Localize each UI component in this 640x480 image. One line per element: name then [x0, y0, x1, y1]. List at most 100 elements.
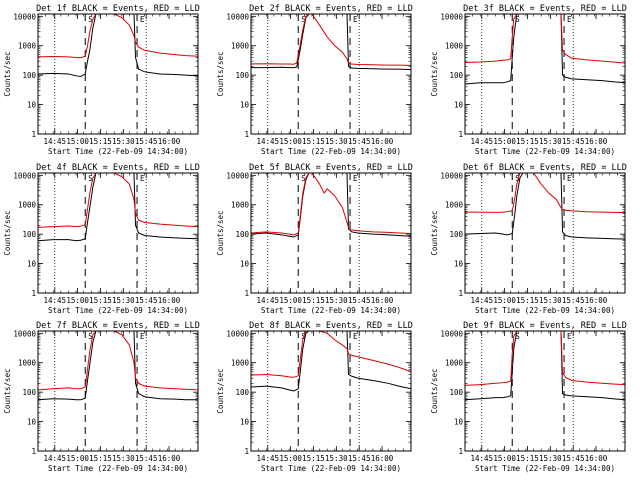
y-tick-label: 1000	[445, 201, 464, 210]
y-tick-label: 1	[458, 289, 463, 298]
end-marker-label: E	[353, 332, 358, 341]
x-tick-label: 15:15	[89, 296, 112, 305]
x-tick-label: 15:15	[302, 296, 325, 305]
x-tick-label: 15:00	[493, 454, 516, 463]
series-events-line	[251, 14, 411, 71]
plot-frame	[464, 13, 626, 135]
y-tick-label: 1000	[445, 42, 464, 51]
x-tick-label: 16:00	[158, 296, 181, 305]
plot-frame	[464, 330, 626, 452]
x-axis-label: Start Time (22-Feb-09 14:34:00)	[48, 306, 188, 315]
x-axis-label: Start Time (22-Feb-09 14:34:00)	[48, 147, 188, 156]
x-tick-label: 16:00	[371, 454, 394, 463]
end-marker-label: E	[567, 174, 572, 183]
series-lld-line	[465, 14, 625, 64]
y-tick-label: 100	[449, 71, 463, 80]
x-tick-label: 16:00	[585, 296, 608, 305]
x-tick-label: 14:45	[43, 137, 66, 146]
series-events-line	[465, 173, 625, 240]
x-tick-label: 15:00	[66, 454, 89, 463]
plot-frame	[250, 330, 412, 452]
plot-frame	[250, 13, 412, 135]
x-tick-label: 15:30	[112, 454, 135, 463]
y-tick-label: 10000	[13, 12, 36, 21]
x-tick-label: 16:00	[371, 137, 394, 146]
y-tick-label: 10	[454, 418, 464, 427]
start-marker-label: S	[301, 15, 306, 24]
series-events-line	[38, 331, 198, 401]
series-events-line	[465, 331, 625, 401]
start-marker-label: S	[88, 15, 93, 24]
x-tick-label: 15:00	[279, 137, 302, 146]
panel-3: Det 3f BLACK = Events, RED = LLD Counts/s…	[430, 4, 627, 156]
y-tick-label: 1000	[18, 359, 37, 368]
panel-7: Det 7f BLACK = Events, RED = LLD Counts/s…	[3, 321, 200, 473]
y-tick-label: 1000	[231, 42, 250, 51]
x-tick-label: 15:30	[325, 137, 348, 146]
series-events-line	[465, 14, 625, 85]
panel-6: Det 6f BLACK = Events, RED = LLD Counts/s…	[430, 163, 627, 315]
series-events-line	[251, 331, 411, 392]
x-tick-label: 15:45	[135, 454, 158, 463]
x-tick-label: 15:15	[89, 137, 112, 146]
panel-title: Det 2f BLACK = Events, RED = LLD	[249, 4, 413, 14]
x-tick-label: 14:45	[470, 454, 493, 463]
y-tick-label: 10000	[13, 171, 36, 180]
x-tick-label: 14:45	[43, 296, 66, 305]
x-tick-label: 15:15	[516, 454, 539, 463]
panel-title: Det 8f BLACK = Events, RED = LLD	[249, 321, 413, 331]
y-axis-label: Counts/sec	[3, 51, 12, 96]
start-marker-label: S	[515, 15, 520, 24]
series-events-line	[251, 173, 411, 238]
x-tick-label: 15:15	[516, 296, 539, 305]
y-tick-label: 10	[240, 101, 250, 110]
x-tick-label: 15:30	[325, 454, 348, 463]
x-tick-label: 15:30	[112, 137, 135, 146]
x-tick-label: 15:15	[516, 137, 539, 146]
x-tick-label: 15:45	[135, 137, 158, 146]
x-tick-label: 15:30	[539, 137, 562, 146]
x-tick-label: 16:00	[585, 454, 608, 463]
y-tick-label: 10	[240, 418, 250, 427]
start-marker-label: S	[515, 332, 520, 341]
panel-8: Det 8f BLACK = Events, RED = LLD Counts/s…	[216, 321, 413, 473]
y-axis-label: Counts/sec	[216, 51, 225, 96]
series-lld-line	[38, 173, 198, 228]
y-tick-label: 100	[449, 388, 463, 397]
y-tick-label: 1	[31, 447, 36, 456]
y-tick-label: 100	[22, 71, 36, 80]
y-tick-label: 10000	[226, 12, 249, 21]
y-tick-label: 10000	[13, 329, 36, 338]
y-axis-label: Counts/sec	[216, 368, 225, 413]
panel-title: Det 4f BLACK = Events, RED = LLD	[36, 163, 200, 173]
x-tick-label: 14:45	[470, 137, 493, 146]
start-marker-label: S	[88, 332, 93, 341]
y-tick-label: 1	[244, 289, 249, 298]
y-tick-label: 1000	[231, 201, 250, 210]
series-lld-line	[465, 173, 625, 214]
end-marker-label: E	[140, 174, 145, 183]
x-axis-label: Start Time (22-Feb-09 14:34:00)	[475, 306, 615, 315]
y-tick-label: 10	[454, 101, 464, 110]
series-events-line	[38, 14, 198, 78]
x-tick-label: 15:15	[302, 137, 325, 146]
y-tick-label: 1	[458, 130, 463, 139]
x-tick-label: 15:00	[66, 296, 89, 305]
panel-4: Det 4f BLACK = Events, RED = LLD Counts/s…	[3, 163, 200, 315]
y-axis-label: Counts/sec	[216, 210, 225, 255]
x-tick-label: 15:45	[348, 454, 371, 463]
x-tick-label: 14:45	[256, 296, 279, 305]
x-tick-label: 15:15	[302, 454, 325, 463]
y-axis-label: Counts/sec	[3, 368, 12, 413]
series-lld-line	[251, 14, 411, 66]
plot-frame	[37, 172, 199, 294]
x-tick-label: 16:00	[371, 296, 394, 305]
x-tick-label: 15:30	[539, 296, 562, 305]
y-tick-label: 10	[240, 260, 250, 269]
y-tick-label: 1	[458, 447, 463, 456]
y-tick-label: 1	[244, 130, 249, 139]
panel-title: Det 6f BLACK = Events, RED = LLD	[463, 163, 627, 173]
x-tick-label: 14:45	[256, 137, 279, 146]
y-tick-label: 1000	[18, 201, 37, 210]
x-tick-label: 16:00	[158, 454, 181, 463]
